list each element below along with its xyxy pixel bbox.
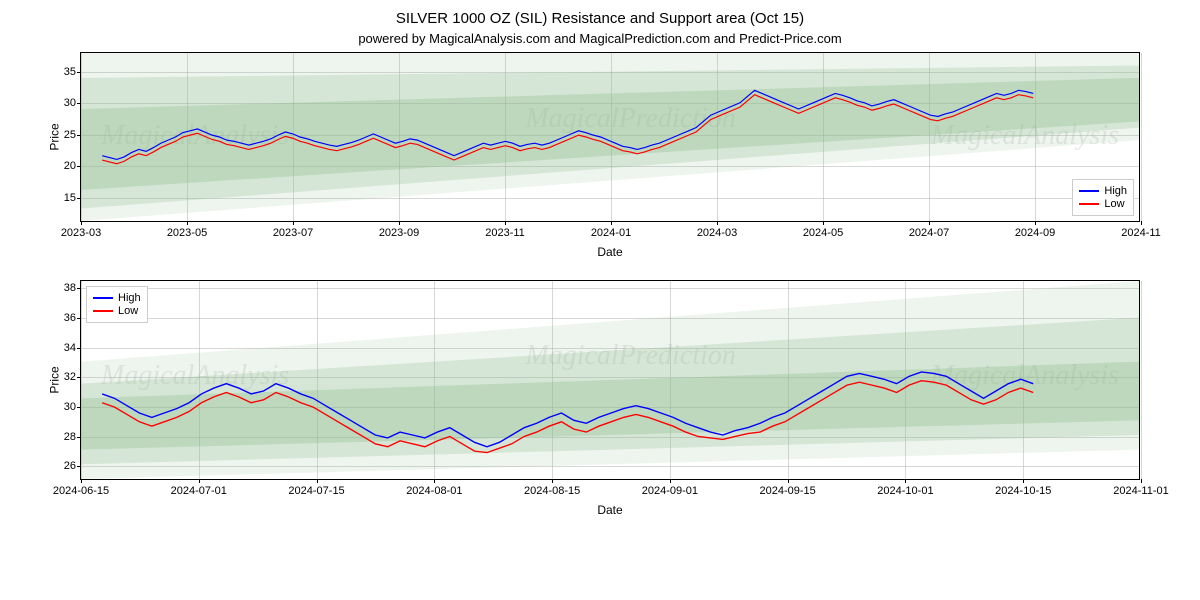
xtick-label: 2024-06-15 xyxy=(53,485,109,497)
ytick-label: 26 xyxy=(51,460,76,472)
ytick-label: 38 xyxy=(51,282,76,294)
chart-title: SILVER 1000 OZ (SIL) Resistance and Supp… xyxy=(10,10,1190,27)
xtick-label: 2024-08-15 xyxy=(524,485,580,497)
figure: SILVER 1000 OZ (SIL) Resistance and Supp… xyxy=(10,10,1190,590)
xlabel: Date xyxy=(597,503,622,517)
xtick-label: 2024-10-15 xyxy=(995,485,1051,497)
legend: High Low xyxy=(86,286,148,323)
xtick-label: 2024-08-01 xyxy=(406,485,462,497)
xtick-label: 2023-11 xyxy=(485,227,525,239)
ytick-label: 28 xyxy=(51,431,76,443)
ytick-label: 30 xyxy=(51,97,76,109)
ytick-label: 25 xyxy=(51,129,76,141)
ytick-label: 34 xyxy=(51,342,76,354)
xtick-label: 2024-10-01 xyxy=(877,485,933,497)
ytick-label: 36 xyxy=(51,312,76,324)
ytick-label: 15 xyxy=(51,192,76,204)
xtick-label: 2024-07-15 xyxy=(288,485,344,497)
legend: High Low xyxy=(1072,179,1134,216)
xtick-label: 2023-05 xyxy=(167,227,207,239)
panel-bottom: Price Date MagicalAnalysis MagicalPredic… xyxy=(80,280,1140,480)
ytick-label: 30 xyxy=(51,401,76,413)
legend-swatch xyxy=(93,297,113,299)
chart-subtitle: powered by MagicalAnalysis.com and Magic… xyxy=(10,31,1190,46)
plot-area xyxy=(81,53,1139,221)
ytick-label: 20 xyxy=(51,160,76,172)
xtick-label: 2024-11-01 xyxy=(1113,485,1168,497)
xtick-label: 2023-09 xyxy=(379,227,419,239)
legend-item: Low xyxy=(93,305,141,317)
legend-label: High xyxy=(1104,185,1127,197)
xtick-label: 2024-07 xyxy=(909,227,949,239)
ytick-label: 35 xyxy=(51,66,76,78)
legend-swatch xyxy=(1079,203,1099,205)
legend-label: Low xyxy=(118,305,138,317)
ytick-label: 32 xyxy=(51,371,76,383)
xtick-label: 2024-11 xyxy=(1121,227,1161,239)
xtick-label: 2023-07 xyxy=(273,227,313,239)
xtick-label: 2024-09-15 xyxy=(760,485,816,497)
xtick-label: 2023-03 xyxy=(61,227,101,239)
legend-label: Low xyxy=(1104,198,1124,210)
legend-item: High xyxy=(1079,185,1127,197)
xtick-label: 2024-09 xyxy=(1015,227,1055,239)
legend-item: High xyxy=(93,292,141,304)
xtick-label: 2024-03 xyxy=(697,227,737,239)
xtick-label: 2024-01 xyxy=(591,227,631,239)
xlabel: Date xyxy=(597,245,622,259)
plot-area xyxy=(81,281,1139,479)
legend-swatch xyxy=(1079,190,1099,192)
legend-item: Low xyxy=(1079,198,1127,210)
xtick-label: 2024-05 xyxy=(803,227,843,239)
panel-top: Price Date MagicalAnalysis MagicalPredic… xyxy=(80,52,1140,222)
legend-swatch xyxy=(93,310,113,312)
xtick-label: 2024-09-01 xyxy=(642,485,698,497)
legend-label: High xyxy=(118,292,141,304)
xtick-label: 2024-07-01 xyxy=(171,485,227,497)
